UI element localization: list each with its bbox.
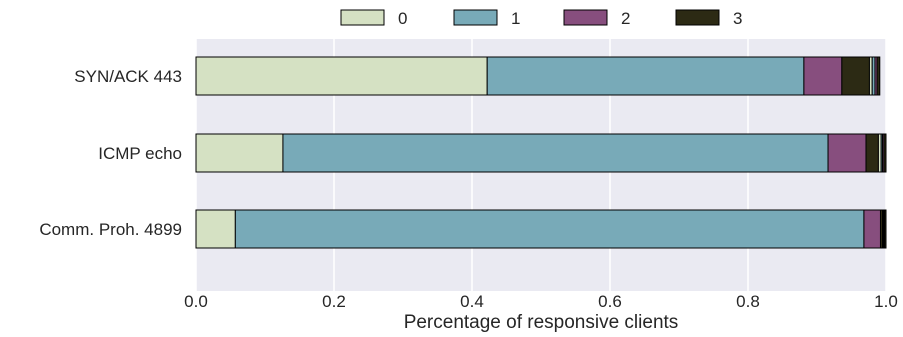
- category-label: SYN/ACK 443: [74, 67, 182, 86]
- bar-segment-2: [803, 56, 843, 96]
- legend-swatch-3: [675, 9, 720, 26]
- x-tick-label: 0.4: [460, 292, 484, 311]
- x-axis-title: Percentage of responsive clients: [404, 312, 679, 332]
- bar-segment-1: [486, 56, 805, 96]
- legend-swatch-1: [453, 9, 498, 26]
- legend-swatch-2: [563, 9, 608, 26]
- legend-label: 1: [511, 9, 520, 28]
- bar-segment-0: [195, 209, 236, 249]
- bar-segment-1: [282, 133, 829, 173]
- bar-segment-0: [195, 56, 488, 96]
- x-tick-label: 0.2: [322, 292, 346, 311]
- legend-label: 3: [733, 9, 742, 28]
- legend-swatch-0: [340, 9, 385, 26]
- bar-segment-1: [234, 209, 865, 249]
- category-label: Comm. Proh. 4899: [39, 220, 182, 239]
- bar-segment-2: [827, 133, 867, 173]
- x-tick-label: 0.0: [184, 292, 208, 311]
- x-tick-label: 1.0: [874, 292, 898, 311]
- bar-segment-0: [195, 133, 284, 173]
- x-axis-ticks: 0.0 0.2 0.4 0.6 0.8 1.0: [184, 292, 898, 311]
- category-label: ICMP echo: [98, 144, 182, 163]
- legend-label: 0: [398, 9, 407, 28]
- bar-segment-3: [865, 133, 879, 173]
- bars: [195, 56, 887, 249]
- bar-segment-2: [863, 209, 881, 249]
- bar-segment-minor: [884, 209, 887, 249]
- legend: 0 1 2 3: [340, 9, 742, 28]
- bar-segment-minor: [883, 133, 887, 173]
- x-tick-label: 0.8: [736, 292, 760, 311]
- bar-segment-minor: [876, 56, 881, 96]
- bar-segment-3: [841, 56, 870, 96]
- x-tick-label: 0.6: [598, 292, 622, 311]
- legend-label: 2: [621, 9, 630, 28]
- y-axis-categories: SYN/ACK 443 ICMP echo Comm. Proh. 4899: [39, 67, 182, 239]
